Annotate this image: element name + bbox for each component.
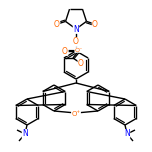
Text: O: O [92,20,98,29]
Text: O: O [62,47,68,55]
Text: O⁻: O⁻ [75,47,83,52]
Text: O⁺: O⁺ [71,111,81,117]
Text: O: O [73,38,79,47]
Text: O: O [54,20,60,29]
Text: O: O [78,59,84,67]
Text: N: N [22,130,28,138]
Text: N: N [124,130,130,138]
Text: N: N [73,24,79,33]
